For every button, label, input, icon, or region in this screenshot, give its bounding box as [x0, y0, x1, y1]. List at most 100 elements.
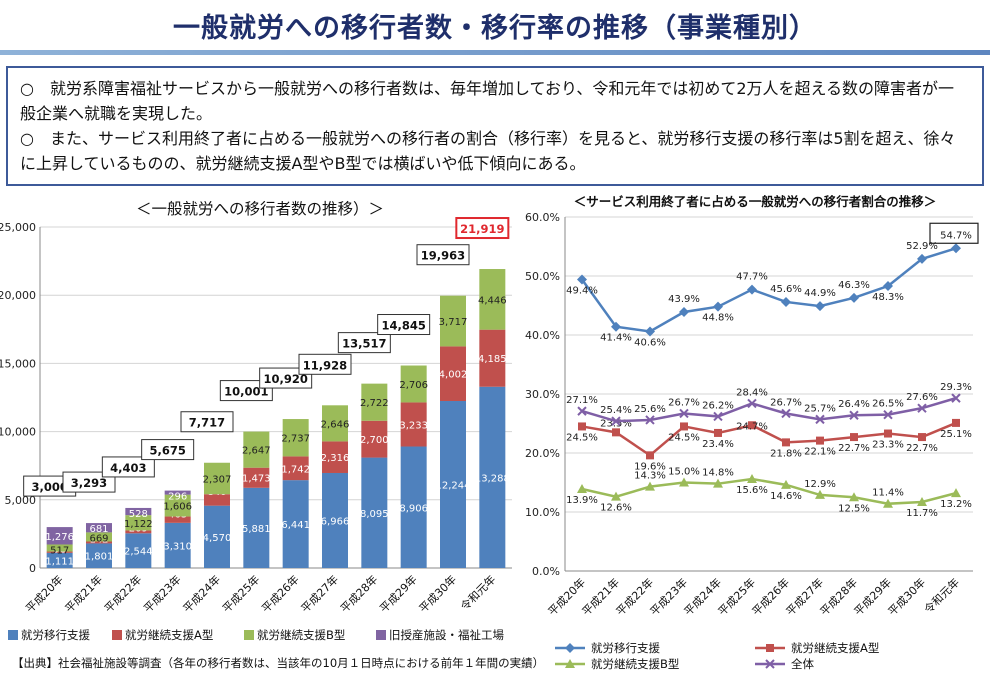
total-label: 7,717 — [189, 416, 225, 430]
page-title: 一般就労への移行者数・移行率の推移（事業種別） — [173, 13, 817, 44]
bar-value-label: 1,801 — [85, 552, 114, 563]
bar-value-label: 3,233 — [399, 420, 428, 431]
line-chart: ＜サービス利用終了者に占める一般就労への移行者割合の推移＞ 0.0% 10.0% 20… — [525, 194, 979, 671]
y-tick-label: 40.0% — [525, 329, 560, 342]
bar-segment — [361, 420, 388, 458]
line-marker — [917, 496, 927, 506]
bar-value-label: 2,544 — [124, 547, 153, 558]
line-value-label: 12.5% — [838, 503, 870, 514]
line-value-label: 11.4% — [872, 488, 904, 499]
line-marker — [849, 410, 859, 420]
bar-segment — [322, 405, 348, 442]
bar-value-label: 296 — [168, 492, 187, 503]
line-value-label: 12.9% — [804, 479, 836, 490]
bar-value-label: 12,244 — [436, 480, 471, 491]
line-marker — [883, 281, 893, 292]
bar-segment — [479, 329, 506, 387]
x-tick-label: 平成29年 — [377, 572, 420, 615]
line-value-label: 22.7% — [838, 443, 870, 454]
bar-value-label: 1,122 — [124, 519, 153, 530]
bar-segment — [86, 543, 112, 568]
bar-segment — [86, 523, 112, 533]
bar-value-label: 3,717 — [439, 317, 468, 328]
bar-value-label: 3,310 — [163, 541, 192, 552]
y-tick-label: 10,000 — [0, 426, 36, 439]
line-marker — [884, 429, 892, 438]
line-marker — [917, 403, 927, 413]
x-tick-label: 平成21年 — [62, 572, 105, 615]
total-label: 14,845 — [381, 319, 425, 333]
line-marker — [815, 301, 825, 312]
line-value-label: 26.7% — [668, 397, 700, 408]
x-tick-label: 平成23年 — [141, 572, 184, 615]
bar-value-label: 8,906 — [399, 503, 428, 514]
bar-segment — [440, 346, 466, 401]
line-value-label: 19.6% — [634, 461, 666, 472]
bar-value-label: 2,307 — [203, 474, 232, 485]
line-value-label: 14.6% — [770, 491, 802, 502]
bar-value-label: 2,737 — [281, 434, 310, 445]
line-value-label: 25.7% — [804, 403, 836, 414]
y-tick-label: 10.0% — [525, 506, 560, 519]
bar-chart-title: ＜一般就労への移行者数の推移）＞ — [136, 200, 384, 218]
bar-value-label: 2,700 — [360, 435, 389, 446]
legend-label: 就労移行支援 — [591, 641, 660, 655]
bar-chart: ＜一般就労への移行者数の推移）＞ 0 5,000 10,000 15,000 20,000… — [0, 200, 512, 642]
line-marker — [917, 253, 927, 264]
bar-value-label: 517 — [50, 545, 69, 556]
total-label: 19,963 — [421, 249, 465, 263]
bar-value-label: 4,570 — [203, 533, 232, 544]
bar-segment — [243, 467, 270, 488]
bar-segment — [440, 295, 466, 347]
bar-segment — [361, 457, 388, 568]
legend-label: 就労継続支援A型 — [125, 628, 213, 642]
bar-segment — [400, 446, 427, 568]
bar-segment — [46, 544, 73, 552]
line-value-label: 21.8% — [770, 448, 802, 459]
y-tick-label: 5,000 — [5, 494, 37, 507]
x-tick-label: 平成24年 — [180, 572, 223, 615]
legend-label: 旧授産施設・福祉工場 — [389, 628, 504, 642]
bar-segment — [282, 456, 309, 481]
bar-value-label: 2,706 — [399, 380, 428, 391]
line-value-label: 48.3% — [872, 292, 904, 303]
x-tick-label: 平成25年 — [219, 572, 262, 615]
bar-segment — [479, 386, 506, 568]
line-value-label: 15.6% — [736, 485, 768, 496]
x-tick-label: 平成28年 — [337, 572, 380, 615]
legend-swatch — [112, 630, 122, 640]
bar-segment — [479, 269, 506, 330]
line-marker — [577, 274, 587, 285]
line-value-label: 54.7% — [940, 230, 972, 241]
line-marker — [765, 659, 775, 669]
bar-segment — [164, 490, 191, 495]
bar-segment — [400, 365, 427, 403]
bar-value-label: 2,647 — [242, 446, 271, 457]
y-tick-label: 20.0% — [525, 447, 560, 460]
bar-value-label: 1,473 — [242, 474, 271, 485]
bar-value-label: 1,276 — [45, 532, 74, 543]
legend-label: 就労移行支援 — [21, 628, 90, 642]
bar-value-label: 4,002 — [439, 370, 468, 381]
bar-value-label: 13,288 — [475, 473, 510, 484]
bar-value-label: 4,446 — [478, 295, 507, 306]
line-value-label: 12.6% — [600, 503, 632, 514]
line-marker — [646, 451, 654, 460]
bar-value-label: 2,316 — [321, 453, 350, 464]
total-box — [416, 244, 470, 266]
bar-segment — [46, 552, 73, 568]
total-label: 21,919 — [460, 222, 504, 236]
x-tick-label: 令和元年 — [921, 575, 962, 616]
bar-value-label: 4,185 — [478, 354, 507, 365]
line-marker — [577, 406, 587, 416]
bar-segment — [125, 507, 152, 516]
line-value-label: 14.3% — [634, 471, 666, 482]
line-marker — [565, 659, 575, 668]
bar-value-label: 1,111 — [45, 556, 74, 567]
y-tick-label: 15,000 — [0, 357, 36, 370]
total-label: 13,517 — [342, 337, 386, 351]
line-marker — [849, 292, 859, 303]
legend-swatch — [376, 630, 386, 640]
line-marker — [680, 422, 688, 431]
legend-swatch — [244, 630, 254, 640]
